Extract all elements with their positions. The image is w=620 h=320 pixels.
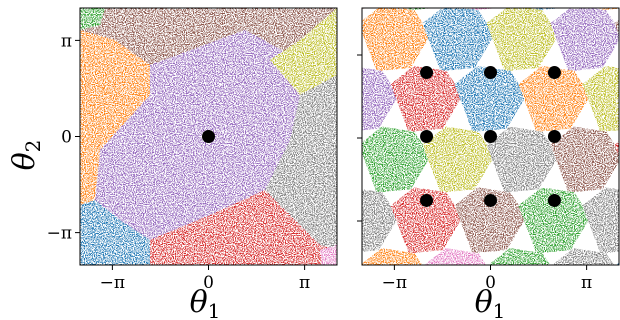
- right-x-ticks: −π 0 π: [382, 265, 592, 293]
- y-tick-label: 0: [61, 128, 72, 148]
- data-point: [484, 193, 497, 207]
- left-y-ticks: −π 0 π: [47, 31, 80, 244]
- x-tick-label: π: [299, 273, 310, 293]
- y-tick-label: −π: [47, 224, 72, 244]
- x-tick-label: π: [581, 273, 592, 293]
- left-voronoi-regions: [80, 8, 337, 265]
- x-tick-label: 0: [203, 273, 214, 293]
- left-markers: [202, 130, 215, 143]
- data-point: [484, 130, 497, 143]
- left-x-ticks: −π 0 π: [100, 265, 310, 293]
- right-markers: [420, 66, 561, 207]
- data-point: [202, 130, 215, 143]
- data-point: [547, 66, 561, 80]
- right-panel: −π 0 π θ1: [357, 7, 620, 320]
- left-panel: −π 0 π −π 0 π θ1 θ2: [7, 7, 338, 320]
- data-point: [420, 66, 434, 80]
- right-y-ticks: [357, 54, 362, 222]
- data-point: [420, 130, 434, 143]
- y-tick-label: π: [61, 31, 72, 51]
- x-tick-label: −π: [100, 273, 125, 293]
- right-voronoi-regions: [362, 8, 619, 265]
- left-y-axis-label: θ2: [7, 140, 45, 171]
- x-tick-label: −π: [382, 273, 407, 293]
- right-x-axis-label: θ1: [475, 285, 506, 320]
- x-tick-label: 0: [485, 273, 496, 293]
- data-point: [547, 193, 561, 207]
- data-point: [547, 130, 561, 143]
- left-x-axis-label: θ1: [190, 285, 221, 320]
- data-point: [484, 66, 497, 80]
- data-point: [420, 193, 434, 207]
